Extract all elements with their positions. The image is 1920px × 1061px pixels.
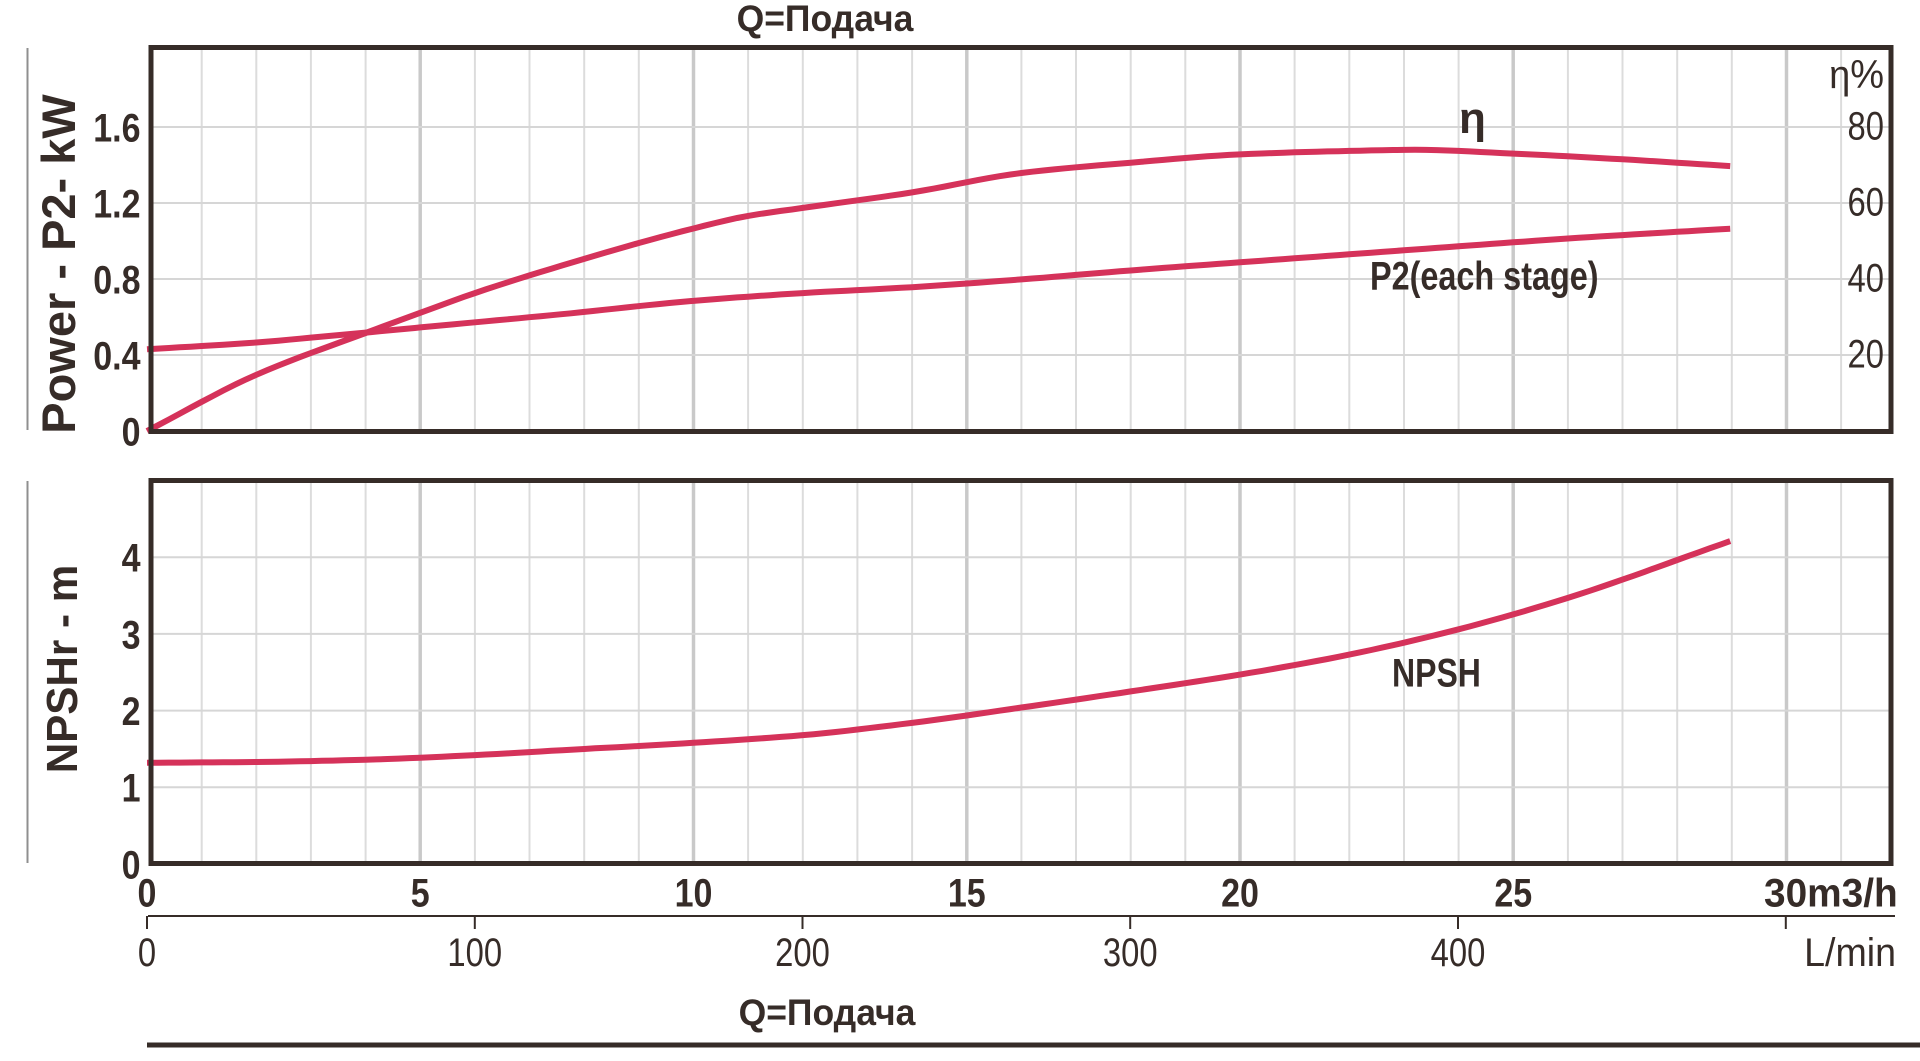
svg-text:0: 0 bbox=[138, 870, 157, 915]
svg-text:100: 100 bbox=[447, 930, 502, 975]
svg-text:3: 3 bbox=[122, 612, 141, 657]
svg-text:20: 20 bbox=[1221, 870, 1259, 915]
svg-text:30m3/h: 30m3/h bbox=[1764, 871, 1898, 916]
svg-text:L/min: L/min bbox=[1804, 931, 1896, 975]
svg-text:20: 20 bbox=[1848, 331, 1884, 376]
svg-text:25: 25 bbox=[1494, 870, 1532, 915]
svg-text:1.2: 1.2 bbox=[93, 181, 140, 226]
svg-text:NPSHr - m: NPSHr - m bbox=[38, 565, 87, 774]
svg-text:200: 200 bbox=[775, 930, 830, 975]
svg-text:0: 0 bbox=[122, 409, 141, 454]
svg-text:Power - P2- kW: Power - P2- kW bbox=[32, 94, 85, 434]
svg-text:η: η bbox=[1459, 94, 1486, 143]
svg-text:10: 10 bbox=[675, 870, 713, 915]
svg-text:0: 0 bbox=[138, 930, 156, 975]
svg-text:1: 1 bbox=[122, 765, 141, 810]
svg-text:40: 40 bbox=[1848, 255, 1884, 300]
svg-text:0.4: 0.4 bbox=[93, 333, 141, 378]
svg-text:60: 60 bbox=[1848, 179, 1884, 224]
svg-text:P2(each stage): P2(each stage) bbox=[1370, 253, 1599, 298]
svg-text:400: 400 bbox=[1431, 930, 1486, 975]
svg-text:300: 300 bbox=[1103, 930, 1158, 975]
svg-text:0: 0 bbox=[122, 842, 141, 887]
svg-text:2: 2 bbox=[122, 688, 141, 733]
svg-text:15: 15 bbox=[948, 870, 986, 915]
svg-text:1.6: 1.6 bbox=[93, 105, 140, 150]
svg-text:5: 5 bbox=[411, 870, 430, 915]
svg-text:Q=Подача: Q=Подача bbox=[737, 0, 915, 39]
svg-text:0.8: 0.8 bbox=[93, 257, 140, 302]
svg-text:NPSH: NPSH bbox=[1392, 650, 1481, 695]
svg-text:Q=Подача: Q=Подача bbox=[739, 991, 917, 1033]
svg-text:4: 4 bbox=[122, 535, 141, 580]
svg-text:80: 80 bbox=[1848, 103, 1884, 148]
svg-text:η%: η% bbox=[1829, 53, 1884, 97]
